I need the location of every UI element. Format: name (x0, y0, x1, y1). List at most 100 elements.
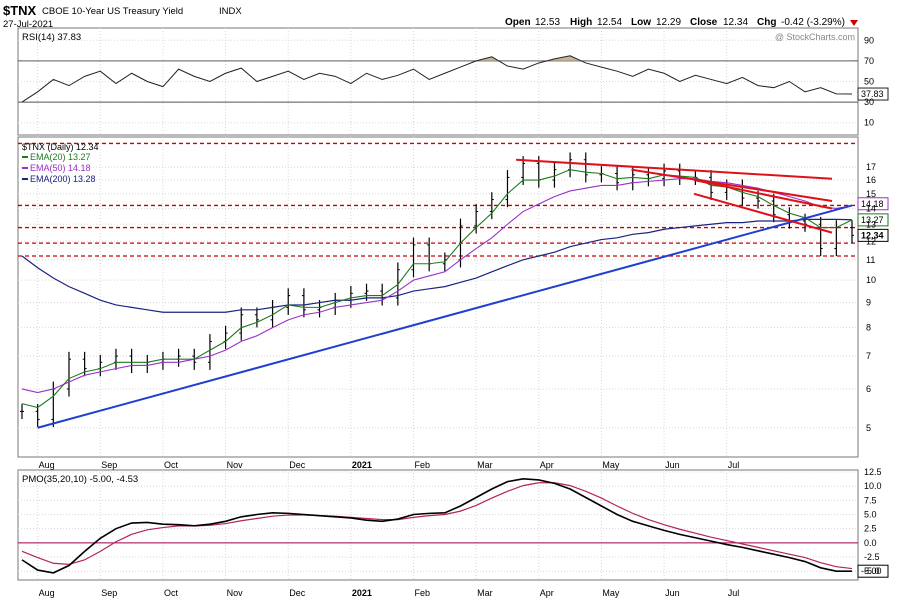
chart-date: 27-Jul-2021 (3, 19, 53, 30)
x-tick-label: May (602, 588, 620, 598)
pmo-line (21, 477, 852, 574)
rsi-y-tick-label: 10 (864, 118, 874, 128)
ohlc-low-value: 12.29 (656, 17, 681, 28)
pmo-legend: PMO(35,20,10) -5.00, -4.53 (22, 474, 138, 485)
x-tick-label: Jul (728, 588, 740, 598)
price-y-tick-label: 16 (866, 175, 876, 185)
x-tick-label: Jul (728, 460, 740, 470)
axis-layer: Aug Aug Sep Sep Oct Oct Nov Nov Dec Dec 2021 2021 Fe… (39, 35, 882, 598)
price-y-tick-label: 10 (866, 275, 876, 285)
pmo-y-tick-label: -2.5 (864, 552, 880, 562)
ohlc-close-value: 12.34 (723, 17, 748, 28)
price-y-tick-label: 13 (866, 219, 876, 229)
x-tick-label: 2021 (352, 588, 372, 598)
blue-trendline (37, 204, 853, 429)
x-tick-label: Jun (665, 588, 680, 598)
red-trendline (693, 192, 833, 234)
exchange-label: INDX (219, 6, 242, 17)
ema200-line (21, 218, 853, 313)
x-tick-label: Apr (540, 588, 554, 598)
x-tick-label: Dec (289, 460, 306, 470)
price-y-tick-label: 11 (866, 255, 875, 265)
x-tick-label: Aug (39, 588, 55, 598)
rsi-plot: 37.83 (18, 55, 889, 103)
rsi-value-tag-label: 37.83 (861, 89, 884, 99)
ohlc-open-value: 12.53 (535, 17, 560, 28)
x-tick-label: Sep (101, 588, 117, 598)
pmo-value-tag-label: -5.00 (861, 566, 882, 576)
price-value-tag (857, 228, 889, 242)
pmo-y-tick-label: 12.5 (864, 467, 882, 477)
price-y-tick-label: 8 (866, 323, 871, 333)
price-value-tag-label: 12.34 (861, 230, 884, 240)
legend-ema20: EMA(20) 13.27 (30, 152, 91, 162)
rsi-value-tag (857, 87, 889, 101)
x-tick-label: Nov (227, 460, 244, 470)
x-tick-label: Aug (39, 460, 55, 470)
price-value-tag-label: 13.27 (861, 215, 884, 225)
ohlc-high-value: 12.54 (597, 17, 622, 28)
pmo-y-tick-label: 10.0 (864, 481, 882, 491)
pmo-value-tag (857, 564, 889, 578)
x-tick-label: Feb (415, 588, 431, 598)
price-value-tag (857, 213, 889, 227)
x-tick-label: May (602, 460, 620, 470)
rsi-y-tick-label: 70 (864, 56, 874, 66)
pmo-signal-line (21, 482, 853, 570)
pmo-y-tick-label: 2.5 (864, 524, 877, 534)
x-tick-label: Mar (477, 460, 493, 470)
pmo-y-tick-label: 5.0 (864, 510, 877, 520)
x-tick-label: Oct (164, 588, 179, 598)
price-panel (17, 136, 859, 458)
red-trendline (631, 168, 833, 202)
price-y-tick-label: 14 (866, 203, 876, 213)
price-plot: 14.18 13.27 12.34 (18, 142, 889, 429)
price-y-tick-label: 9 (866, 298, 871, 308)
price-y-tick-label: 7 (866, 351, 871, 361)
x-tick-label: 2021 (352, 460, 372, 470)
x-tick-label: Oct (164, 460, 179, 470)
pmo-title: PMO(35,20,10) -5.00, -4.53 (22, 474, 138, 485)
chart-header: $TNX CBOE 10-Year US Treasury Yield INDX… (3, 3, 858, 30)
legend-ema200: EMA(200) 13.28 (30, 174, 96, 184)
ohlc-open-label: Open (505, 17, 531, 28)
price-value-tag-label: 14.18 (861, 199, 884, 209)
legend-tnx: $TNX (Daily) 12.34 (22, 142, 99, 152)
rsi-title: RSI(14) 37.83 (22, 32, 81, 43)
ohlc-close-label: Close (690, 17, 718, 28)
x-tick-label: Mar (477, 588, 493, 598)
red-trendline (693, 179, 833, 210)
pmo-plot: -5.00 (18, 477, 889, 578)
ohlc-chg-label: Chg (757, 17, 776, 28)
red-trendline (516, 158, 833, 180)
ohlc-low-label: Low (631, 17, 651, 28)
pmo-y-tick-label: -5.0 (864, 566, 880, 576)
x-tick-label: Apr (540, 460, 554, 470)
security-name: CBOE 10-Year US Treasury Yield (42, 6, 183, 17)
rsi-overbought-fill (476, 55, 582, 61)
ohlc-high-label: High (570, 17, 592, 28)
x-tick-label: Jun (665, 460, 680, 470)
rsi-line (21, 55, 853, 103)
x-tick-label: Feb (415, 460, 431, 470)
watermark: @ StockCharts.com (775, 32, 855, 42)
rsi-legend: RSI(14) 37.83 (22, 32, 81, 43)
x-tick-label: Sep (101, 460, 117, 470)
ema20-line (21, 169, 853, 409)
legend-ema50: EMA(50) 14.18 (30, 163, 91, 173)
price-y-tick-label: 6 (866, 384, 871, 394)
pmo-panel (17, 469, 859, 581)
price-y-tick-label: 5 (866, 423, 871, 433)
pmo-y-tick-label: 0.0 (864, 538, 877, 548)
rsi-y-tick-label: 50 (864, 77, 874, 87)
pmo-y-tick-label: 7.5 (864, 495, 877, 505)
x-tick-label: Nov (227, 588, 244, 598)
price-y-tick-label: 15 (866, 189, 876, 199)
down-arrow-icon (850, 20, 858, 26)
price-legend: $TNX (Daily) 12.34 EMA(20) 13.27 EMA(50)… (22, 142, 99, 184)
x-tick-label: Dec (289, 588, 306, 598)
rsi-y-tick-label: 30 (864, 97, 874, 107)
symbol-label: $TNX (3, 3, 37, 18)
